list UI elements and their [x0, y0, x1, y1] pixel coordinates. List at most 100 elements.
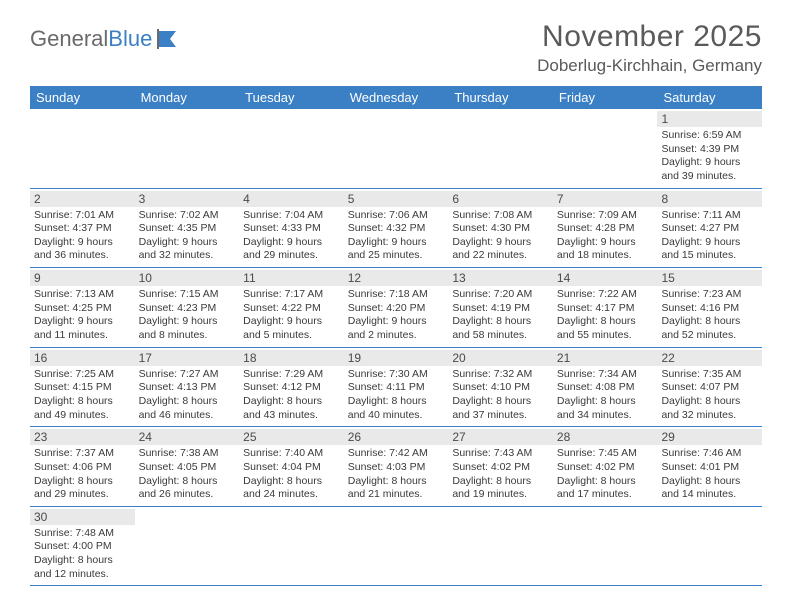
day-details: Sunrise: 7:13 AMSunset: 4:25 PMDaylight:…	[34, 288, 131, 343]
day-number: 18	[239, 350, 344, 366]
day-details: Sunrise: 7:11 AMSunset: 4:27 PMDaylight:…	[661, 209, 758, 264]
day-cell: 24Sunrise: 7:38 AMSunset: 4:05 PMDayligh…	[135, 427, 240, 506]
day-cell: 3 Sunrise: 7:02 AMSunset: 4:35 PMDaylight…	[135, 189, 240, 268]
day-cell: 14 Sunrise: 7:22 AMSunset: 4:17 PMDayligh…	[553, 268, 658, 347]
day-cell-empty	[344, 507, 449, 586]
day-number: 30	[30, 509, 135, 525]
day-details: Sunrise: 7:15 AMSunset: 4:23 PMDaylight:…	[139, 288, 236, 343]
day-number: 15	[657, 270, 762, 286]
day-cell-empty	[135, 507, 240, 586]
day-cell: 27 Sunrise: 7:43 AMSunset: 4:02 PMDayligh…	[448, 427, 553, 506]
dow-tuesday: Tuesday	[239, 86, 344, 109]
month-title: November 2025	[537, 20, 762, 54]
day-details: Sunrise: 7:37 AMSunset: 4:06 PMDaylight:…	[34, 447, 131, 502]
day-cell-empty	[448, 109, 553, 188]
day-number: 27	[448, 429, 553, 445]
day-details: Sunrise: 7:09 AMSunset: 4:28 PMDaylight:…	[557, 209, 654, 264]
day-cell: 13Sunrise: 7:20 AMSunset: 4:19 PMDayligh…	[448, 268, 553, 347]
day-number: 21	[553, 350, 658, 366]
week-row: 1 Sunrise: 6:59 AMSunset: 4:39 PMDaylight…	[30, 109, 762, 189]
day-cell: 15 Sunrise: 7:23 AMSunset: 4:16 PMDayligh…	[657, 268, 762, 347]
day-cell: 29 Sunrise: 7:46 AMSunset: 4:01 PMDayligh…	[657, 427, 762, 506]
calendar: SundayMondayTuesdayWednesdayThursdayFrid…	[30, 86, 762, 586]
day-number: 12	[344, 270, 449, 286]
day-number: 3	[135, 191, 240, 207]
day-cell: 5Sunrise: 7:06 AMSunset: 4:32 PMDaylight…	[344, 189, 449, 268]
day-details: Sunrise: 7:43 AMSunset: 4:02 PMDaylight:…	[452, 447, 549, 502]
week-row: 23 Sunrise: 7:37 AMSunset: 4:06 PMDayligh…	[30, 427, 762, 507]
week-row: 2 Sunrise: 7:01 AMSunset: 4:37 PMDaylight…	[30, 189, 762, 269]
day-details: Sunrise: 7:01 AMSunset: 4:37 PMDaylight:…	[34, 209, 131, 264]
day-details: Sunrise: 7:30 AMSunset: 4:11 PMDaylight:…	[348, 368, 445, 423]
day-details: Sunrise: 7:42 AMSunset: 4:03 PMDaylight:…	[348, 447, 445, 502]
day-details: Sunrise: 7:38 AMSunset: 4:05 PMDaylight:…	[139, 447, 236, 502]
logo-text-general: General	[30, 26, 108, 52]
day-number: 13	[448, 270, 553, 286]
day-details: Sunrise: 7:25 AMSunset: 4:15 PMDaylight:…	[34, 368, 131, 423]
day-cell: 26Sunrise: 7:42 AMSunset: 4:03 PMDayligh…	[344, 427, 449, 506]
day-details: Sunrise: 7:34 AMSunset: 4:08 PMDaylight:…	[557, 368, 654, 423]
day-number: 14	[553, 270, 658, 286]
day-number: 4	[239, 191, 344, 207]
day-cell: 20Sunrise: 7:32 AMSunset: 4:10 PMDayligh…	[448, 348, 553, 427]
day-number: 10	[135, 270, 240, 286]
day-number: 1	[657, 111, 762, 127]
day-details: Sunrise: 7:27 AMSunset: 4:13 PMDaylight:…	[139, 368, 236, 423]
day-cell: 23 Sunrise: 7:37 AMSunset: 4:06 PMDayligh…	[30, 427, 135, 506]
day-number: 5	[344, 191, 449, 207]
day-details: Sunrise: 7:02 AMSunset: 4:35 PMDaylight:…	[139, 209, 236, 264]
day-cell-empty	[448, 507, 553, 586]
dow-sunday: Sunday	[30, 86, 135, 109]
day-cell-empty	[657, 507, 762, 586]
day-number: 16	[30, 350, 135, 366]
day-cell: 22 Sunrise: 7:35 AMSunset: 4:07 PMDayligh…	[657, 348, 762, 427]
day-cell: 10 Sunrise: 7:15 AMSunset: 4:23 PMDayligh…	[135, 268, 240, 347]
dow-thursday: Thursday	[448, 86, 553, 109]
day-number: 25	[239, 429, 344, 445]
day-cell: 1 Sunrise: 6:59 AMSunset: 4:39 PMDaylight…	[657, 109, 762, 188]
day-cell: 21 Sunrise: 7:34 AMSunset: 4:08 PMDayligh…	[553, 348, 658, 427]
day-number: 20	[448, 350, 553, 366]
days-of-week-header: SundayMondayTuesdayWednesdayThursdayFrid…	[30, 86, 762, 109]
day-details: Sunrise: 7:08 AMSunset: 4:30 PMDaylight:…	[452, 209, 549, 264]
day-cell: 9Sunrise: 7:13 AMSunset: 4:25 PMDaylight…	[30, 268, 135, 347]
day-cell: 4Sunrise: 7:04 AMSunset: 4:33 PMDaylight…	[239, 189, 344, 268]
header: GeneralBlue November 2025 Doberlug-Kirch…	[30, 20, 762, 76]
day-details: Sunrise: 7:48 AMSunset: 4:00 PMDaylight:…	[34, 527, 131, 582]
day-cell: 2 Sunrise: 7:01 AMSunset: 4:37 PMDaylight…	[30, 189, 135, 268]
day-cell-empty	[553, 507, 658, 586]
day-number: 23	[30, 429, 135, 445]
title-block: November 2025 Doberlug-Kirchhain, German…	[537, 20, 762, 76]
day-details: Sunrise: 7:22 AMSunset: 4:17 PMDaylight:…	[557, 288, 654, 343]
day-cell: 25 Sunrise: 7:40 AMSunset: 4:04 PMDayligh…	[239, 427, 344, 506]
day-number: 17	[135, 350, 240, 366]
dow-friday: Friday	[553, 86, 658, 109]
day-cell: 12 Sunrise: 7:18 AMSunset: 4:20 PMDayligh…	[344, 268, 449, 347]
week-row: 30 Sunrise: 7:48 AMSunset: 4:00 PMDayligh…	[30, 507, 762, 587]
day-details: Sunrise: 7:45 AMSunset: 4:02 PMDaylight:…	[557, 447, 654, 502]
day-cell-empty	[30, 109, 135, 188]
logo: GeneralBlue	[30, 20, 182, 52]
day-number: 22	[657, 350, 762, 366]
day-details: Sunrise: 7:18 AMSunset: 4:20 PMDaylight:…	[348, 288, 445, 343]
day-details: Sunrise: 7:29 AMSunset: 4:12 PMDaylight:…	[243, 368, 340, 423]
day-cell-empty	[135, 109, 240, 188]
dow-monday: Monday	[135, 86, 240, 109]
day-details: Sunrise: 7:40 AMSunset: 4:04 PMDaylight:…	[243, 447, 340, 502]
week-row: 16 Sunrise: 7:25 AMSunset: 4:15 PMDayligh…	[30, 348, 762, 428]
day-details: Sunrise: 7:46 AMSunset: 4:01 PMDaylight:…	[661, 447, 758, 502]
day-number: 2	[30, 191, 135, 207]
day-details: Sunrise: 7:35 AMSunset: 4:07 PMDaylight:…	[661, 368, 758, 423]
day-cell: 17 Sunrise: 7:27 AMSunset: 4:13 PMDayligh…	[135, 348, 240, 427]
day-cell-empty	[344, 109, 449, 188]
day-number: 8	[657, 191, 762, 207]
day-cell: 11Sunrise: 7:17 AMSunset: 4:22 PMDayligh…	[239, 268, 344, 347]
day-details: Sunrise: 6:59 AMSunset: 4:39 PMDaylight:…	[661, 129, 758, 184]
day-number: 29	[657, 429, 762, 445]
location: Doberlug-Kirchhain, Germany	[537, 56, 762, 76]
day-details: Sunrise: 7:23 AMSunset: 4:16 PMDaylight:…	[661, 288, 758, 343]
day-cell: 18 Sunrise: 7:29 AMSunset: 4:12 PMDayligh…	[239, 348, 344, 427]
day-number: 28	[553, 429, 658, 445]
day-number: 19	[344, 350, 449, 366]
day-cell-empty	[553, 109, 658, 188]
